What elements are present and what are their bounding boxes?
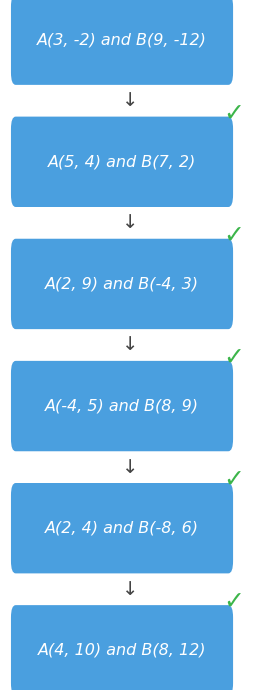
FancyBboxPatch shape [11, 117, 233, 207]
FancyBboxPatch shape [11, 0, 233, 85]
FancyBboxPatch shape [11, 483, 233, 573]
Text: A(-4, 5) and B(8, 9): A(-4, 5) and B(8, 9) [45, 399, 199, 413]
FancyBboxPatch shape [11, 239, 233, 329]
Text: ✓: ✓ [223, 590, 244, 614]
Text: ✓: ✓ [223, 0, 244, 3]
Text: ↓: ↓ [122, 335, 139, 355]
Text: ✓: ✓ [223, 101, 244, 126]
Text: ✓: ✓ [223, 468, 244, 492]
Text: A(4, 10) and B(8, 12): A(4, 10) and B(8, 12) [38, 643, 206, 658]
Text: A(2, 4) and B(-8, 6): A(2, 4) and B(-8, 6) [45, 521, 199, 535]
Text: A(5, 4) and B(7, 2): A(5, 4) and B(7, 2) [48, 155, 196, 169]
Text: ✓: ✓ [223, 346, 244, 370]
Text: ✓: ✓ [223, 224, 244, 248]
FancyBboxPatch shape [11, 605, 233, 690]
Text: A(3, -2) and B(9, -12): A(3, -2) and B(9, -12) [37, 32, 207, 47]
FancyBboxPatch shape [11, 361, 233, 451]
Text: ↓: ↓ [122, 457, 139, 477]
Text: ↓: ↓ [122, 213, 139, 233]
Text: ↓: ↓ [122, 91, 139, 110]
Text: A(2, 9) and B(-4, 3): A(2, 9) and B(-4, 3) [45, 277, 199, 291]
Text: ↓: ↓ [122, 580, 139, 599]
